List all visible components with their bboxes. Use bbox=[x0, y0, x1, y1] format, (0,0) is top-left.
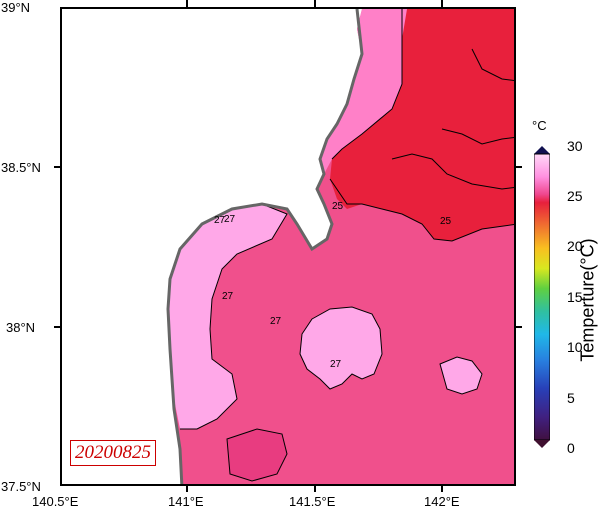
contour-label: 25 bbox=[440, 216, 452, 227]
colorbar-tick: 20 bbox=[567, 238, 583, 254]
tick-top bbox=[186, 0, 188, 9]
sea-lightpink-west bbox=[168, 204, 287, 429]
coastline bbox=[166, 9, 364, 484]
contour-label: 27 bbox=[222, 291, 234, 302]
tick-left bbox=[54, 326, 62, 328]
date-stamp: 20200825 bbox=[70, 440, 156, 466]
tick-bottom bbox=[186, 484, 188, 492]
contour-label: 27 bbox=[214, 215, 226, 226]
colorbar-title: Temperture(°C) bbox=[577, 238, 598, 362]
colorbar-tick: 0 bbox=[567, 440, 575, 456]
contour-label: 25 bbox=[332, 201, 344, 212]
lat-label: 37.5°N bbox=[1, 479, 41, 494]
sea-lightpink-central bbox=[300, 307, 382, 389]
tick-top bbox=[441, 0, 443, 9]
lat-label: 39°N bbox=[1, 0, 31, 15]
lon-label: 141°E bbox=[168, 494, 204, 509]
sea-lightpink-east bbox=[440, 357, 482, 394]
map-canvas: 27 27 25 25 27 27 27 bbox=[166, 9, 514, 484]
tick-bottom bbox=[441, 484, 443, 492]
lat-label: 38.5°N bbox=[1, 160, 41, 175]
sea-pink-north bbox=[320, 9, 407, 174]
tick-left bbox=[54, 166, 62, 168]
lon-label: 142°E bbox=[424, 494, 460, 509]
sst-map: 27 27 25 25 27 27 27 bbox=[60, 7, 516, 486]
contour-label: 27 bbox=[224, 214, 236, 225]
contour-lines bbox=[179, 9, 514, 482]
lat-label: 38°N bbox=[6, 320, 36, 335]
colorbar-tick: 10 bbox=[567, 339, 583, 355]
lon-label: 141.5°E bbox=[289, 494, 336, 509]
tick-top bbox=[314, 0, 316, 9]
tick-right bbox=[514, 166, 522, 168]
tick-bottom bbox=[314, 484, 316, 492]
colorbar-tick: 5 bbox=[567, 390, 575, 406]
contour-label: 27 bbox=[330, 359, 342, 370]
colorbar bbox=[534, 146, 550, 448]
tick-right bbox=[514, 326, 522, 328]
contour-label: 27 bbox=[270, 316, 282, 327]
colorbar-tick: 30 bbox=[567, 138, 583, 154]
colorbar-unit: °C bbox=[532, 118, 547, 133]
colorbar-tick: 15 bbox=[567, 289, 583, 305]
sea-magenta-dark bbox=[227, 429, 287, 481]
lon-label: 140.5°E bbox=[32, 494, 79, 509]
colorbar-tick: 25 bbox=[567, 188, 583, 204]
